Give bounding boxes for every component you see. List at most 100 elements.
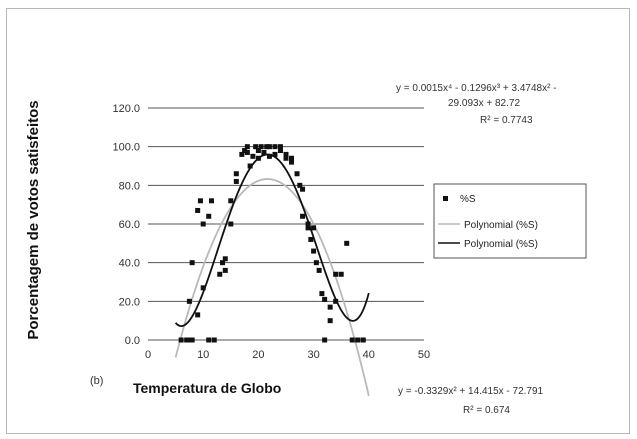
x-tick-label: 30 xyxy=(307,349,319,361)
data-points xyxy=(178,144,366,343)
data-point xyxy=(211,337,217,343)
quadratic-equation: y = -0.3329x² + 14.415x - 72.791 xyxy=(398,386,544,397)
data-point xyxy=(189,260,195,266)
legend-label-quadratic: Polynomial (%S) xyxy=(464,220,538,231)
y-tick-label: 40.0 xyxy=(119,258,140,270)
data-point xyxy=(327,304,333,310)
data-point xyxy=(178,337,184,343)
data-point xyxy=(338,271,344,277)
data-point xyxy=(319,291,325,297)
data-point xyxy=(272,144,278,150)
y-tick-label: 60.0 xyxy=(119,219,140,231)
data-point xyxy=(200,285,206,291)
y-tick-label: 80.0 xyxy=(119,180,140,192)
data-point xyxy=(277,144,283,150)
data-point xyxy=(300,186,306,192)
data-point xyxy=(253,144,259,150)
data-point xyxy=(233,178,239,184)
data-point xyxy=(222,256,228,262)
x-tick-label: 20 xyxy=(252,349,264,361)
data-point xyxy=(247,163,253,169)
quartic-r2: R² = 0.7743 xyxy=(480,115,533,126)
data-point xyxy=(316,267,322,273)
data-point xyxy=(360,337,366,343)
quartic-equation-line1: y = 0.0015x⁴ - 0.1296x³ + 3.4748x² - xyxy=(396,83,557,94)
data-point xyxy=(258,144,264,150)
x-tick-label: 40 xyxy=(363,349,375,361)
data-point xyxy=(300,213,306,219)
data-point xyxy=(242,148,248,154)
data-point xyxy=(250,153,256,159)
quartic-equation-line2: 29.093x + 82.72 xyxy=(448,98,520,109)
gridlines xyxy=(148,107,424,302)
data-point xyxy=(222,267,228,273)
data-point xyxy=(266,144,272,150)
data-point xyxy=(311,248,317,254)
legend-label-quartic: Polynomial (%S) xyxy=(464,239,538,250)
y-axis-title: Porcentagem de votos satisfeitos xyxy=(25,100,42,339)
legend-marker-points xyxy=(443,196,448,201)
data-point xyxy=(208,198,214,204)
data-point xyxy=(186,337,192,343)
data-point xyxy=(220,260,226,266)
y-tick-label: 100.0 xyxy=(112,142,140,154)
data-point xyxy=(313,260,319,266)
data-point xyxy=(195,312,201,318)
data-point xyxy=(308,236,314,242)
data-point xyxy=(277,148,283,154)
data-point xyxy=(261,149,267,155)
data-point xyxy=(355,337,361,343)
data-point xyxy=(200,221,206,227)
data-point xyxy=(294,171,300,177)
x-axis-title: Temperatura de Globo xyxy=(133,380,281,396)
data-point xyxy=(228,198,234,204)
data-point xyxy=(255,148,261,154)
data-point xyxy=(344,240,350,246)
data-point xyxy=(233,171,239,177)
data-point xyxy=(184,337,190,343)
data-point xyxy=(206,337,212,343)
quadratic-r2: R² = 0.674 xyxy=(463,405,510,416)
chart-frame xyxy=(6,8,630,434)
y-tick-label: 120.0 xyxy=(112,103,140,115)
y-tick-labels: 0.0 20.0 40.0 60.0 80.0 100.0 120.0 xyxy=(112,103,140,347)
x-tick-label: 0 xyxy=(145,349,151,361)
data-point xyxy=(189,337,195,343)
legend-box xyxy=(433,183,587,259)
data-point xyxy=(206,213,212,219)
data-point xyxy=(283,155,289,161)
quadratic-fit-line xyxy=(174,178,370,396)
data-point xyxy=(283,151,289,157)
data-point xyxy=(197,198,203,204)
y-tick-label: 0.0 xyxy=(125,335,140,347)
data-point xyxy=(305,221,311,227)
data-point xyxy=(297,182,303,188)
data-point xyxy=(255,155,261,161)
data-point xyxy=(322,296,328,302)
data-point xyxy=(289,155,295,161)
panel-label: (b) xyxy=(90,375,103,387)
data-point xyxy=(311,225,317,231)
data-point xyxy=(195,207,201,213)
x-tick-label: 50 xyxy=(418,349,430,361)
legend: %S Polynomial (%S) Polynomial (%S) xyxy=(433,183,587,259)
data-point xyxy=(186,298,192,304)
y-tick-label: 20.0 xyxy=(119,296,140,308)
data-point xyxy=(228,221,234,227)
data-point xyxy=(289,159,295,165)
data-point xyxy=(244,149,250,155)
x-tick-label: 10 xyxy=(197,349,209,361)
data-point xyxy=(333,298,339,304)
data-point xyxy=(239,151,245,157)
legend-label-points: %S xyxy=(460,194,476,205)
data-point xyxy=(327,318,333,324)
data-point xyxy=(272,151,278,157)
data-point xyxy=(349,337,355,343)
data-point xyxy=(264,144,270,150)
x-tick-labels: 0 10 20 30 40 50 xyxy=(145,349,430,361)
data-point xyxy=(244,144,250,150)
data-point xyxy=(305,225,311,231)
data-point xyxy=(266,153,272,159)
data-point xyxy=(217,271,223,277)
